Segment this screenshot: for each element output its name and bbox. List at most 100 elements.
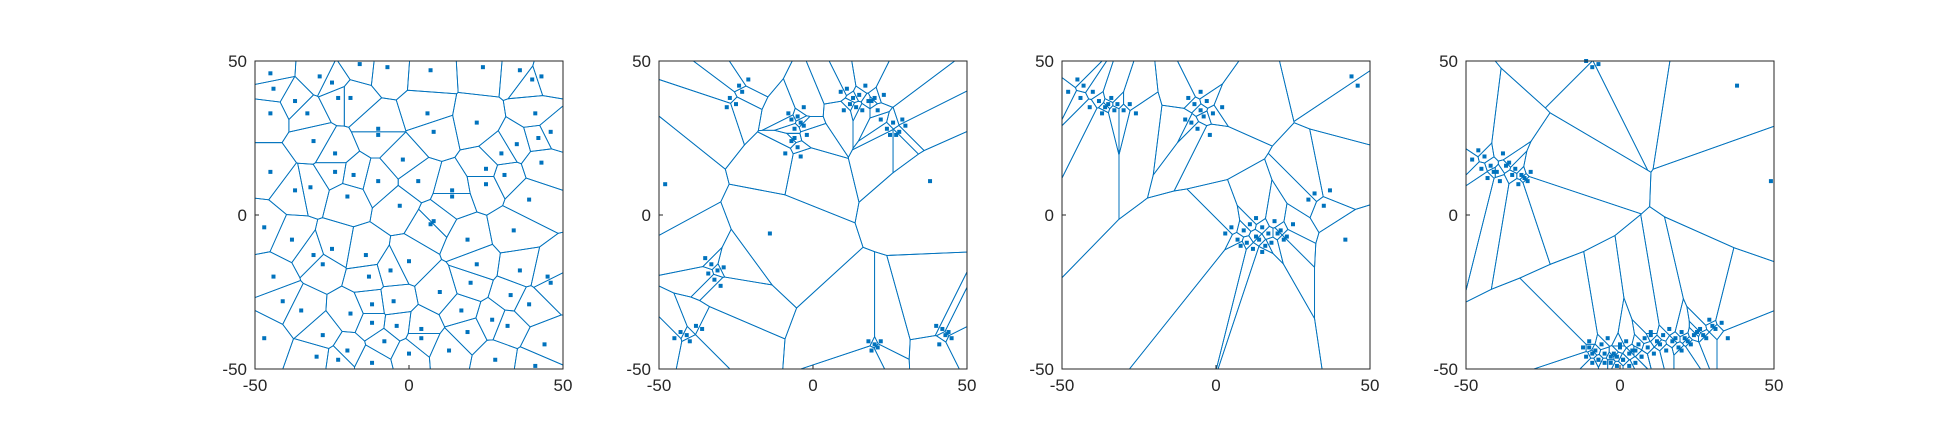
data-point — [431, 129, 436, 134]
data-point — [1679, 330, 1684, 335]
data-point — [789, 117, 794, 122]
voronoi-cell — [1062, 89, 1090, 127]
data-point — [271, 274, 276, 279]
data-point — [320, 262, 325, 267]
voronoi-cell — [1605, 351, 1615, 361]
data-point — [1482, 154, 1487, 159]
data-point — [366, 274, 371, 279]
voronoi-cell — [268, 162, 309, 217]
data-point — [1584, 354, 1589, 359]
data-point — [1327, 188, 1332, 193]
data-point — [548, 280, 553, 285]
voronoi-cell — [1176, 61, 1240, 100]
voronoi-cell — [1206, 104, 1230, 128]
voronoi-cell — [1592, 61, 1671, 173]
data-point — [1768, 179, 1773, 184]
voronoi-cell — [294, 61, 336, 97]
data-point — [348, 95, 353, 100]
data-point — [1676, 345, 1681, 350]
data-point — [1183, 117, 1188, 122]
data-point — [345, 194, 350, 199]
voronoi-cell — [857, 110, 890, 143]
data-point — [1260, 225, 1265, 230]
data-point — [1081, 83, 1086, 88]
voronoi-cell — [255, 251, 302, 299]
data-point — [431, 219, 436, 224]
data-point — [903, 123, 908, 128]
data-point — [1633, 348, 1638, 353]
data-point — [1476, 148, 1481, 153]
data-point — [934, 323, 939, 328]
voronoi-cell — [800, 345, 886, 369]
data-point — [376, 179, 381, 184]
data-point — [1695, 330, 1699, 335]
voronoi-cell — [478, 129, 518, 166]
data-point — [786, 111, 791, 116]
subplot-1: -50 0 50 -50 0 50 — [222, 52, 572, 395]
data-point — [1608, 354, 1613, 359]
data-point — [1661, 333, 1666, 338]
voronoi-edges — [255, 61, 563, 369]
data-point — [1075, 77, 1080, 82]
voronoi-cell — [1715, 247, 1774, 332]
voronoi-cell — [851, 61, 890, 94]
voronoi-cell — [1177, 112, 1200, 143]
data-point — [1220, 105, 1225, 110]
voronoi-cell — [520, 148, 563, 191]
data-point — [268, 169, 273, 174]
data-point — [376, 132, 381, 137]
voronoi-cell — [1629, 356, 1649, 369]
voronoi-cell — [1314, 204, 1370, 369]
data-point — [1510, 172, 1515, 177]
data-point — [1648, 330, 1653, 335]
data-point — [678, 330, 683, 335]
data-point — [1602, 360, 1607, 365]
voronoi-cell — [493, 161, 527, 200]
data-point — [474, 262, 479, 267]
data-point — [740, 89, 745, 94]
x-tick-label: -50 — [1454, 376, 1479, 395]
data-point — [527, 302, 532, 307]
data-point — [1667, 326, 1672, 331]
data-point — [407, 351, 411, 356]
voronoi-cell — [1062, 61, 1103, 89]
data-point — [1355, 83, 1360, 88]
data-point — [1291, 222, 1295, 227]
data-point — [505, 323, 510, 328]
voronoi-cell — [1585, 343, 1596, 353]
voronoi-cell — [892, 61, 967, 126]
voronoi-cell — [255, 61, 297, 85]
voronoi-cell — [255, 279, 304, 325]
data-point — [1504, 163, 1509, 168]
voronoi-cell — [892, 124, 925, 155]
voronoi-cell — [1614, 213, 1660, 335]
voronoi-cell — [1226, 158, 1273, 226]
data-point — [1642, 336, 1647, 341]
voronoi-cell — [369, 184, 423, 237]
data-point — [484, 182, 488, 187]
data-point — [333, 169, 338, 174]
voronoi-cell — [406, 61, 459, 95]
data-point — [1103, 105, 1108, 110]
data-point — [1096, 99, 1101, 104]
voronoi-cell — [255, 98, 290, 144]
x-tick-label: 0 — [404, 376, 413, 395]
voronoi-edges — [659, 61, 967, 369]
data-point — [801, 123, 806, 128]
data-point — [305, 111, 310, 116]
data-point — [1621, 357, 1626, 362]
voronoi-cell — [698, 276, 798, 340]
voronoi-cell — [898, 90, 967, 152]
data-point — [1654, 339, 1659, 344]
voronoi-cell — [1679, 332, 1690, 345]
data-point — [1254, 216, 1259, 221]
data-point — [336, 357, 341, 362]
voronoi-cell — [799, 122, 849, 160]
data-point — [1189, 120, 1194, 125]
data-point — [1713, 326, 1718, 331]
data-point — [940, 326, 945, 331]
data-point — [1254, 234, 1259, 239]
data-point — [499, 151, 504, 156]
data-point — [1587, 345, 1592, 350]
voronoi-cell — [497, 115, 532, 165]
